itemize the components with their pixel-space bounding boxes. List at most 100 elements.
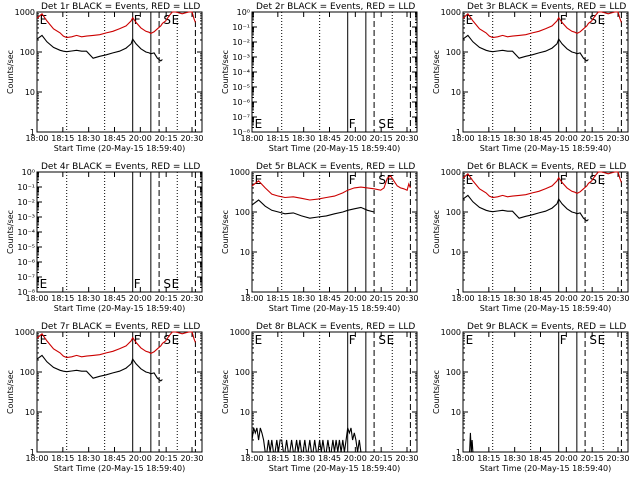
detector-panel: Det 6r BLACK = Events, RED = LLD 1 10 100 10…: [432, 162, 630, 313]
x-tick-label: 20:00: [555, 294, 578, 303]
x-axis-label: Start Time (20-May-15 18:59:40): [480, 304, 611, 313]
y-tick-label: 10⁻¹: [232, 23, 250, 32]
panel-title: Det 9r BLACK = Events, RED = LLD: [467, 322, 626, 332]
panel-title: Det 4r BLACK = Events, RED = LLD: [41, 162, 200, 172]
x-axis-label: Start Time (20-May-15 18:59:40): [54, 304, 185, 313]
detector-panel: Det 9r BLACK = Events, RED = LLD 1 10 100 10…: [432, 322, 630, 473]
x-tick-label: 18:45: [529, 134, 552, 143]
plot-frame: [36, 331, 203, 453]
x-tick-label: 18:00: [451, 454, 474, 463]
y-tick-label: 10: [25, 408, 35, 417]
x-tick-label: 20:15: [370, 134, 393, 143]
plot-frame: [462, 11, 629, 133]
flag-label: F: [349, 173, 356, 187]
lld-series-line: [462, 171, 622, 199]
x-tick-label: 18:00: [25, 454, 48, 463]
x-tick-label: 20:15: [370, 454, 393, 463]
y-tick-label: 1: [245, 448, 250, 457]
flag-label: E: [172, 13, 180, 27]
y-axis-label: Counts/sec: [432, 50, 441, 94]
plot-frame: [36, 11, 203, 133]
flag-label: E: [172, 333, 180, 347]
y-tick-label: 1000: [230, 168, 250, 177]
x-tick-label: 20:30: [606, 294, 629, 303]
x-tick-label: 18:15: [266, 454, 289, 463]
flag-label: E: [40, 13, 48, 27]
flag-label: E: [598, 173, 606, 187]
flag-label: E: [387, 173, 395, 187]
x-tick-label: 20:00: [344, 294, 367, 303]
x-tick-label: 20:30: [180, 454, 203, 463]
detector-panel: Det 8r BLACK = Events, RED = LLD 1 10 100 10…: [221, 322, 419, 473]
x-tick-label: 18:30: [292, 454, 315, 463]
x-tick-label: 20:30: [395, 294, 418, 303]
x-tick-label: 18:00: [25, 134, 48, 143]
flag-label: S: [378, 333, 386, 347]
y-tick-label: 1000: [230, 328, 250, 337]
x-tick-label: 18:00: [451, 134, 474, 143]
x-axis-label: Start Time (20-May-15 18:59:40): [54, 144, 185, 153]
y-tick-label: 1: [245, 288, 250, 297]
x-tick-label: 18:45: [103, 134, 126, 143]
x-tick-label: 20:15: [581, 454, 604, 463]
x-tick-label: 20:30: [606, 134, 629, 143]
y-axis-label: Counts/sec: [432, 210, 441, 254]
flag-label: E: [255, 117, 263, 131]
x-axis-label: Start Time (20-May-15 18:59:40): [269, 304, 400, 313]
plot-frame: [251, 171, 418, 293]
x-tick-label: 20:15: [581, 294, 604, 303]
lld-series-line: [251, 175, 411, 201]
x-tick-label: 18:45: [318, 454, 341, 463]
x-tick-label: 18:45: [318, 134, 341, 143]
x-tick-label: 20:15: [155, 294, 178, 303]
x-tick-label: 18:45: [103, 454, 126, 463]
panel-title: Det 7r BLACK = Events, RED = LLD: [41, 322, 200, 332]
y-tick-label: 100: [20, 368, 35, 377]
x-axis-label: Start Time (20-May-15 18:59:40): [269, 144, 400, 153]
y-tick-label: 1000: [15, 328, 35, 337]
x-tick-label: 18:15: [51, 134, 74, 143]
y-tick-label: 10: [25, 88, 35, 97]
flag-label: E: [598, 13, 606, 27]
y-axis-label: Counts/sec: [221, 50, 230, 94]
y-tick-label: 10⁻⁸: [17, 288, 35, 297]
x-tick-label: 18:30: [77, 454, 100, 463]
lld-series-line: [462, 11, 622, 39]
events-series-line: [463, 432, 628, 453]
x-tick-label: 18:30: [503, 454, 526, 463]
x-tick-label: 20:15: [581, 134, 604, 143]
lld-series-line: [36, 331, 196, 359]
x-tick-label: 18:00: [25, 294, 48, 303]
y-tick-label: 10⁻⁸: [232, 128, 250, 137]
events-series-line: [462, 34, 589, 62]
y-tick-label: 100: [446, 208, 461, 217]
detector-panel: Det 3r BLACK = Events, RED = LLD 1 10 100 10…: [432, 2, 630, 153]
x-axis-label: Start Time (20-May-15 18:59:40): [480, 464, 611, 473]
flag-label: F: [560, 173, 567, 187]
x-tick-label: 20:00: [129, 454, 152, 463]
y-tick-label: 10⁻⁶: [17, 258, 35, 267]
flag-label: S: [589, 333, 597, 347]
y-tick-label: 1: [30, 448, 35, 457]
x-tick-label: 20:00: [129, 134, 152, 143]
x-tick-label: 18:15: [477, 454, 500, 463]
y-tick-label: 100: [446, 48, 461, 57]
detector-panel: Det 5r BLACK = Events, RED = LLD 1 10 100 10…: [221, 162, 419, 313]
events-series-line: [251, 427, 362, 453]
y-axis-label: Counts/sec: [221, 210, 230, 254]
x-tick-label: 20:30: [395, 134, 418, 143]
y-tick-label: 100: [20, 48, 35, 57]
y-tick-label: 10⁰: [237, 8, 250, 17]
flag-label: S: [589, 13, 597, 27]
y-tick-label: 10: [451, 88, 461, 97]
x-tick-label: 18:30: [77, 294, 100, 303]
x-axis-label: Start Time (20-May-15 18:59:40): [269, 464, 400, 473]
flag-label: E: [255, 173, 263, 187]
y-tick-label: 1: [456, 448, 461, 457]
x-tick-label: 18:45: [103, 294, 126, 303]
events-series-line: [36, 34, 163, 62]
x-tick-label: 18:00: [240, 134, 263, 143]
x-tick-label: 18:30: [77, 134, 100, 143]
flag-label: S: [163, 333, 171, 347]
x-tick-label: 20:30: [606, 454, 629, 463]
